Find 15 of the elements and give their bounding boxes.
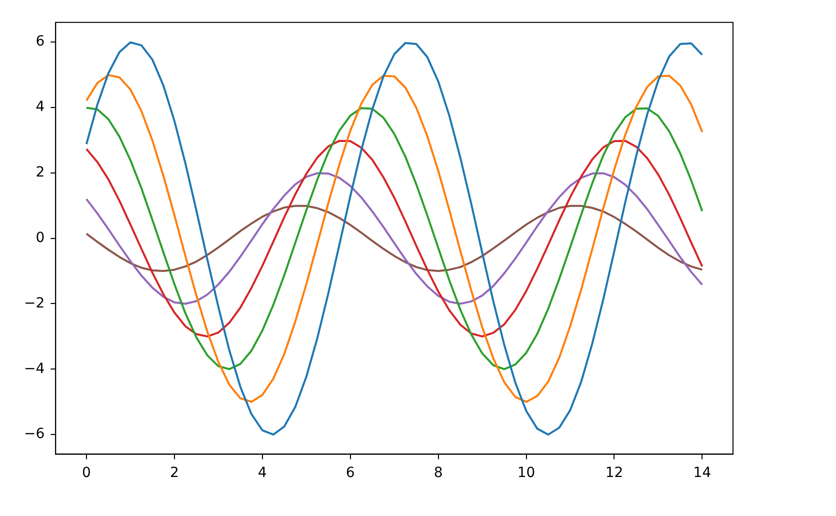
x-tick-label: 2: [170, 465, 179, 482]
y-tick-label: 4: [36, 99, 45, 116]
x-tick-label: 14: [693, 465, 712, 482]
y-tick-label: 0: [36, 230, 45, 246]
y-tick-label: 6: [36, 34, 45, 50]
x-tick-label: 8: [434, 465, 443, 482]
y-tick-label: −2: [24, 295, 45, 312]
x-tick-label: 10: [517, 465, 536, 482]
y-tick-label: −6: [24, 426, 45, 442]
x-tick-label: 0: [82, 465, 91, 482]
x-tick-label: 4: [258, 465, 267, 482]
x-tick-label: 6: [346, 465, 355, 482]
y-tick-label: 2: [36, 164, 45, 181]
y-tick-label: −4: [24, 360, 45, 377]
x-tick-label: 12: [605, 465, 624, 482]
